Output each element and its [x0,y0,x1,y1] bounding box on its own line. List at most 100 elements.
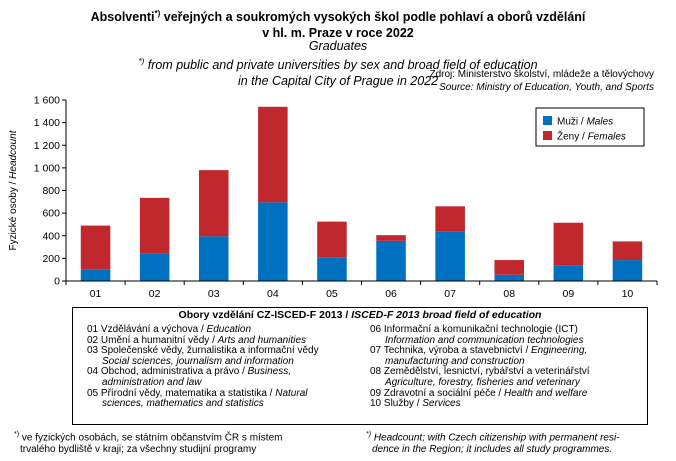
category-cz: 08 Zemědělství, lesnictví, rybářství a v… [370,366,590,378]
bar-males-02 [139,253,170,281]
footnote-cz: *) ve fyzických osobách, se státním obča… [14,429,314,456]
title-en-word: Graduates [308,39,368,53]
category-left-0: 01 Vzdělávání a výchova / Education [87,324,377,336]
categories-box: Obory vzdělání CZ-ISCED-F 2013 / ISCED-F… [72,307,648,425]
x-tick-label: 04 [267,288,279,300]
category-right-3: 09 Zdravotní a sociální péče / Health an… [370,387,645,400]
title-cz-footnote-mark: *) [154,9,161,18]
title-cz-word: Absolventi [90,10,155,25]
bar-males-08 [494,274,525,281]
legend-label-females: Ženy / Females [557,130,626,143]
footnote-cz-mark: *) [14,431,20,438]
y-tick-label: 600 [42,208,60,220]
bar-females-03 [198,170,229,237]
footnote-en-line2: dence in the Region; it includes all stu… [372,444,613,456]
y-tick-label: 1 000 [34,162,60,174]
category-cz: 04 Obchod, administrativa a právo / [87,366,248,378]
bar-males-01 [80,269,111,281]
bar-females-02 [139,197,170,254]
category-right-4: 10 Služby / Services [370,398,645,410]
y-axis-label-cz: Fyzické osoby / [8,179,19,251]
category-en-continued: Social sciences, journalism and informat… [102,355,294,367]
category-left-3: 04 Obchod, administrativa a právo / Busi… [87,367,377,388]
category-cz: 03 Společenské vědy, žurnalistika a info… [87,345,319,357]
bar-females-10 [612,241,643,261]
category-en: Arts and humanities [217,334,307,346]
category-cz: 10 Služby / [370,398,423,410]
bar-males-05 [317,257,347,281]
category-en: Business, [247,366,291,378]
category-right-1: 07 Technika, výroba a stavebnictví / Eng… [370,345,645,367]
bar-males-04 [258,202,288,281]
bar-females-07 [435,206,465,232]
y-axis-label-en: Headcount [8,129,19,179]
legend-label-males: Muži / Males [557,117,613,128]
x-tick-label: 05 [326,288,338,300]
legend-label-cz: Muži / [557,117,586,128]
x-tick-label: 08 [503,288,515,300]
categories-title: Obory vzdělání CZ-ISCED-F 2013 / ISCED-F… [73,309,647,321]
y-tick-label: 1 200 [34,140,60,152]
y-tick-label: 200 [42,253,60,265]
category-right-2: 08 Zemědělství, lesnictví, rybářství a v… [370,367,645,388]
categories-right-column: 06 Informační a komunikační technologie … [370,324,645,410]
y-tick-label: 0 [54,276,60,288]
legend-box [535,107,645,147]
category-en-continued: manufacturing and construction [385,355,525,367]
category-right-0: 06 Informační a komunikační technologie … [370,324,645,346]
legend-label-cz: Ženy / [557,130,588,143]
bar-females-08 [494,260,525,275]
chart-title-en: Graduates *) from public and private univ… [0,38,676,89]
source-note: Zdroj: Ministerstvo školství, mládeže a … [429,68,654,94]
y-tick-label: 1 400 [34,117,60,129]
y-tick-label: 800 [42,185,60,197]
x-tick-label: 03 [208,288,220,300]
category-en: Engineering, [531,345,588,357]
bar-females-06 [376,235,406,241]
chart-title-cz: Absolventi*) veřejných a soukromých vyso… [0,6,676,41]
category-en: Natural [275,387,308,399]
category-en-continued: Information and communication technologi… [385,334,584,346]
title-cz-line1: veřejných a soukromých vysokých škol pod… [160,10,586,25]
title-en-line1: from public and private universities by … [144,58,538,73]
y-tick-label: 400 [42,230,60,242]
footnote-cz-line1: ve fyzických osobách, se státním občanst… [19,432,283,444]
bar-males-07 [435,231,465,281]
categories-title-cz: Obory vzdělání CZ-ISCED-F 2013 / [178,309,352,321]
footnote-en: *) Headcount; with Czech citizenship wit… [366,429,656,456]
category-en-continued: administration and law [102,376,202,388]
categories-title-en: ISCED-F 2013 broad field of education [351,309,542,321]
x-tick-label: 07 [444,288,456,300]
source-en: Source: Ministry of Education, Youth, an… [439,82,654,93]
bar-males-10 [612,260,643,281]
title-en-footnote-mark: *) [138,57,145,66]
x-tick-label: 02 [149,288,161,300]
bar-females-01 [80,225,111,270]
x-tick-label: 10 [622,288,634,300]
category-en: Education [206,324,252,335]
bar-chart: 0 200 400 600 800 1 000 1 200 1 400 1 600 Fyzické… [8,95,658,300]
footnote-en-mark: *) [366,431,372,438]
y-tick-label: 1 600 [34,95,60,107]
category-cz: 09 Zdravotní a sociální péče / [370,387,504,399]
bar-males-03 [198,236,229,281]
bar-males-09 [553,265,584,281]
title-en-line2: in the Capital City of Prague in 2022 [237,74,439,89]
category-cz: 01 Vzdělávání a výchova / [87,324,207,335]
category-cz: 07 Technika, výroba a stavebnictví / [370,345,532,357]
category-en-continued: Agriculture, forestry, fisheries and vet… [385,376,580,388]
title-cz-line2: v hl. m. Praze v roce 2022 [262,26,414,41]
source-cz: Zdroj: Ministerstvo školství, mládeže a … [429,69,654,80]
category-cz: 02 Umění a humanitní vědy / [87,334,218,346]
footnote-en-line1: Headcount; with Czech citizenship with p… [371,432,620,444]
category-en-continued: sciences, mathematics and statistics [102,398,264,410]
legend-swatch-males [543,116,552,125]
category-left-1: 02 Umění a humanitní vědy / Arts and hum… [87,334,377,347]
category-cz: 06 Informační a komunikační technologie … [370,324,578,335]
x-tick-label: 09 [563,288,575,300]
legend-swatch-females [543,131,552,140]
categories-left-column: 01 Vzdělávání a výchova / Education 02 Um… [87,324,377,410]
category-en: Services [422,398,461,410]
footnote-cz-line2: trvalého bydliště v kraji; za všechny st… [20,444,257,456]
category-left-2: 03 Společenské vědy, žurnalistika a info… [87,345,377,367]
